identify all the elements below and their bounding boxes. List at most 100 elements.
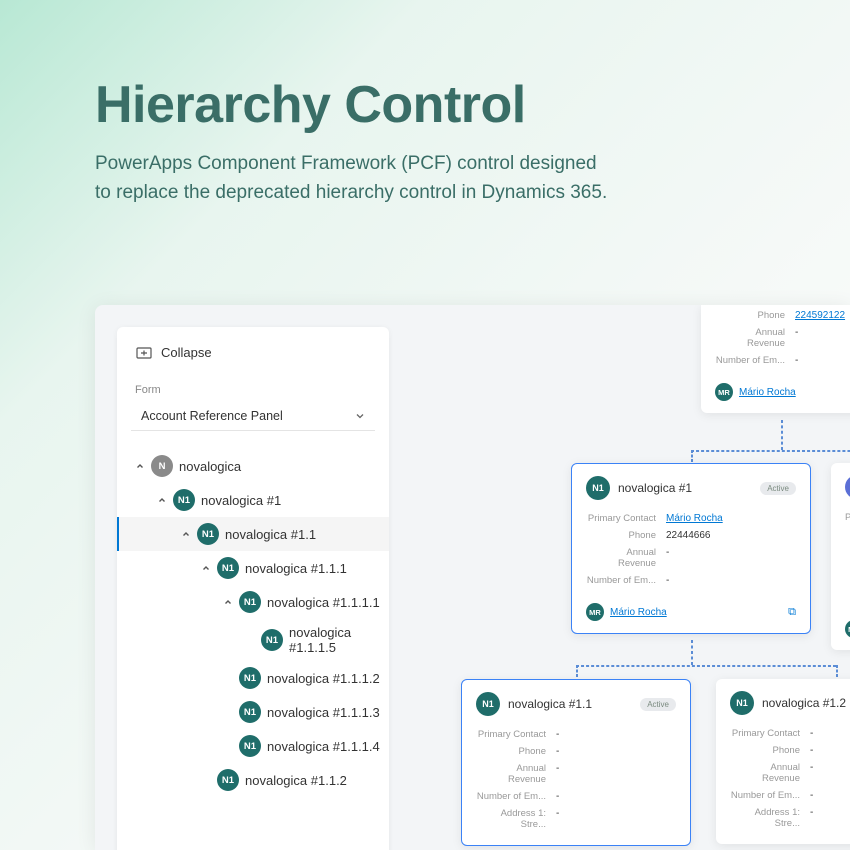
tree-item[interactable]: N1 novalogica #1.1.1.5	[117, 619, 389, 661]
owner-link[interactable]: Mário Rocha	[610, 607, 667, 618]
field-label: Address 1: Stre...	[476, 808, 546, 830]
chevron-icon[interactable]	[223, 597, 233, 607]
field-label: Primary Contact	[476, 729, 546, 740]
status-badge: Active	[640, 698, 676, 711]
owner-avatar: MR	[586, 603, 604, 621]
card-novalogica-1-2[interactable]: N1 novalogica #1.2 Primary Contact- Phon…	[716, 679, 850, 844]
app-panel: Collapse Form Account Reference Panel Nn…	[95, 305, 850, 850]
card-root[interactable]: Phone 224592122 Annual Revenue- Number of…	[701, 305, 850, 413]
tree-avatar: N1	[261, 629, 283, 651]
open-icon[interactable]: ⧉	[788, 606, 796, 619]
tree-label: novalogica #1.1.1.3	[267, 705, 380, 720]
card-avatar: N1	[730, 691, 754, 715]
field-value: -	[556, 746, 559, 757]
tree-item[interactable]: N1 novalogica #1.1.1	[117, 551, 389, 585]
collapse-label: Collapse	[161, 345, 212, 360]
card-novalogica-1[interactable]: N1 novalogica #1 Active Primary Contact M…	[571, 463, 811, 634]
field-value: -	[556, 729, 559, 740]
tree-item[interactable]: N1 novalogica #1.1	[117, 517, 389, 551]
hero-header: Hierarchy Control PowerApps Component Fr…	[0, 0, 850, 238]
field-value: -	[795, 327, 798, 349]
field-value: -	[795, 355, 798, 366]
owner-avatar: MR	[715, 383, 733, 401]
field-label: Annual Revenue	[730, 762, 800, 784]
tree-label: novalogica #1.1	[225, 527, 316, 542]
field-value: -	[810, 745, 813, 756]
tree-label: novalogica #1.1.1.2	[267, 671, 380, 686]
field-label: Phone	[476, 746, 546, 757]
tree-avatar: N1	[197, 523, 219, 545]
collapse-button[interactable]: Collapse	[117, 341, 389, 374]
field-label: Annual Revenue	[586, 547, 656, 569]
page-title: Hierarchy Control	[95, 75, 755, 135]
card-title: novalogica #1.2	[762, 696, 850, 710]
contact-link[interactable]: Mário Rocha	[666, 513, 723, 524]
tree-item[interactable]: N1 novalogica #1	[117, 483, 389, 517]
tree-avatar: N1	[217, 557, 239, 579]
tree-view: NnovalogicaN1novalogica #1N1novalogica #…	[117, 449, 389, 797]
field-label: Address 1: Stre...	[730, 807, 800, 829]
field-label: Phone	[586, 530, 656, 541]
field-value: -	[666, 547, 669, 569]
field-label: Number of Em...	[476, 791, 546, 802]
card-avatar: N1	[586, 476, 610, 500]
tree-label: novalogica	[179, 459, 241, 474]
card-avatar: N2	[845, 475, 850, 499]
phone-link[interactable]: 224592122	[795, 310, 845, 321]
field-label: Primary Contact	[730, 728, 800, 739]
field-value: -	[810, 807, 813, 829]
field-value: -	[810, 762, 813, 784]
card-title: novalogica #1.1	[508, 697, 632, 711]
field-label: Phone	[715, 310, 785, 321]
tree-item[interactable]: Nnovalogica	[117, 449, 389, 483]
tree-item[interactable]: N1 novalogica #1.1.1.1	[117, 585, 389, 619]
form-dropdown[interactable]: Account Reference Panel	[131, 402, 375, 431]
tree-avatar: N1	[239, 591, 261, 613]
field-label: Primary	[845, 512, 850, 523]
sidebar: Collapse Form Account Reference Panel Nn…	[117, 327, 389, 850]
tree-item[interactable]: N1novalogica #1.1.1.4	[117, 729, 389, 763]
field-value: -	[810, 790, 813, 801]
hierarchy-canvas: Phone224592122 Annual Revenue- Number of…	[411, 305, 850, 850]
field-label: Annual Revenue	[476, 763, 546, 785]
chevron-icon[interactable]	[157, 495, 167, 505]
chevron-icon[interactable]	[201, 563, 211, 573]
field-value: 22444666	[666, 530, 711, 541]
page-subtitle: PowerApps Component Framework (PCF) cont…	[95, 149, 615, 208]
card-novalogica-2[interactable]: N2 Primary MR	[831, 463, 850, 650]
field-label: Number of Em...	[730, 790, 800, 801]
field-label: Annual Revenue	[715, 327, 785, 349]
tree-item[interactable]: N1novalogica #1.1.2	[117, 763, 389, 797]
card-title: novalogica #1	[618, 481, 752, 495]
tree-avatar: N1	[239, 701, 261, 723]
tree-label: novalogica #1.1.1.1	[267, 595, 380, 610]
owner-link[interactable]: Mário Rocha	[739, 387, 796, 398]
tree-label: novalogica #1.1.1	[245, 561, 347, 576]
field-label: Phone	[730, 745, 800, 756]
tree-label: novalogica #1	[201, 493, 281, 508]
field-value: -	[556, 808, 559, 830]
owner-avatar: MR	[845, 620, 850, 638]
field-label: Number of Em...	[715, 355, 785, 366]
dropdown-value: Account Reference Panel	[141, 409, 283, 423]
tree-item[interactable]: N1novalogica #1.1.1.2	[117, 661, 389, 695]
field-label: Number of Em...	[586, 575, 656, 586]
tree-item[interactable]: N1 novalogica #1.1.1.3	[117, 695, 389, 729]
field-value: -	[556, 763, 559, 785]
field-value: -	[810, 728, 813, 739]
card-novalogica-1-1[interactable]: N1 novalogica #1.1 Active Primary Contac…	[461, 679, 691, 846]
form-section-label: Form	[117, 374, 389, 402]
tree-label: novalogica #1.1.2	[245, 773, 347, 788]
chevron-icon[interactable]	[181, 529, 191, 539]
tree-label: novalogica #1.1.1.5	[289, 625, 389, 655]
chevron-icon[interactable]	[135, 461, 145, 471]
tree-avatar: N	[151, 455, 173, 477]
field-value: -	[666, 575, 669, 586]
field-value: -	[556, 791, 559, 802]
tree-avatar: N1	[239, 735, 261, 757]
card-avatar: N1	[476, 692, 500, 716]
field-label: Primary Contact	[586, 513, 656, 524]
status-badge: Active	[760, 482, 796, 495]
tree-avatar: N1	[173, 489, 195, 511]
collapse-icon	[135, 346, 153, 360]
